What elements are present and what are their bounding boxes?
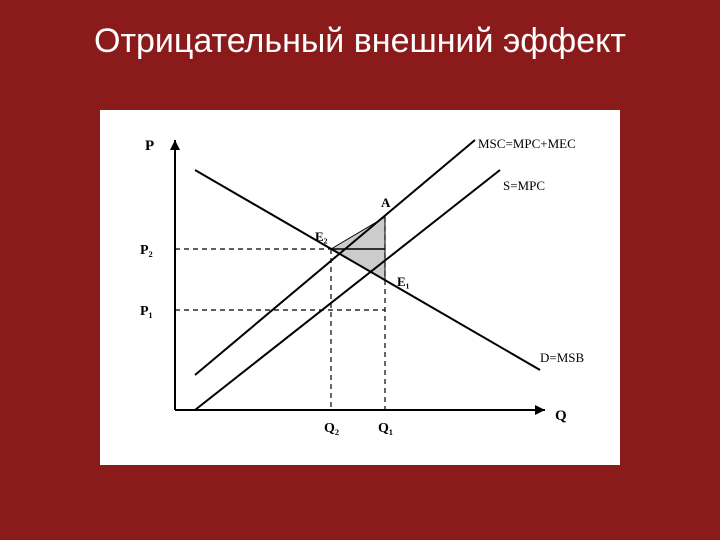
label-e1: E₁ <box>397 274 410 289</box>
y-axis-arrow <box>170 140 180 150</box>
label-a: A <box>381 195 391 210</box>
slide-title: Отрицательный внешний эффект <box>0 22 720 61</box>
label-msc: MSC=MPC+MEC <box>478 136 576 151</box>
y-axis-label: P <box>145 138 154 154</box>
line-d <box>195 170 540 370</box>
chart-container: P Q MSC=MPC+MEC S=MPC D=MSB A E₂ E₁ P₁ P… <box>100 110 620 465</box>
line-msc <box>195 140 475 375</box>
x-axis-label: Q <box>555 408 567 424</box>
x-axis-arrow <box>535 405 545 415</box>
chart-svg: P Q MSC=MPC+MEC S=MPC D=MSB A E₂ E₁ P₁ P… <box>100 110 620 465</box>
label-p1: P₁ <box>140 304 153 319</box>
slide: Отрицательный внешний эффект P Q <box>0 0 720 540</box>
line-s <box>195 170 500 410</box>
label-d: D=MSB <box>540 350 585 365</box>
label-q1: Q₁ <box>378 421 393 436</box>
label-s: S=MPC <box>503 178 545 193</box>
label-q2: Q₂ <box>324 421 339 436</box>
label-p2: P₂ <box>140 243 153 258</box>
label-e2: E₂ <box>315 229 328 244</box>
